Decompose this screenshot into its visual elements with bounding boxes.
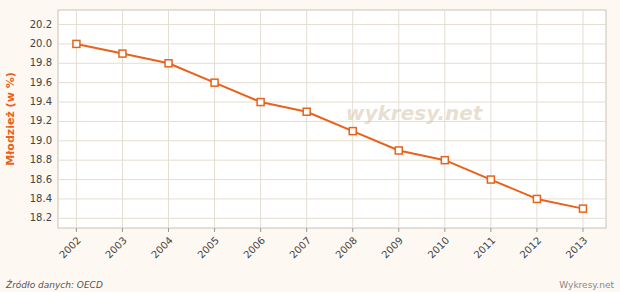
y-tick-label: 18.4 — [30, 193, 52, 204]
x-tick — [398, 228, 399, 232]
y-grid-line — [58, 102, 606, 103]
marker — [73, 40, 80, 47]
x-tick-label: 2011 — [472, 235, 498, 261]
marker — [119, 50, 126, 57]
marker — [165, 60, 172, 67]
y-grid-line — [58, 43, 606, 44]
x-grid-line — [582, 10, 583, 228]
y-grid-line — [58, 140, 606, 141]
x-tick-label: 2007 — [287, 235, 313, 261]
x-tick-label: 2004 — [149, 235, 175, 261]
y-tick-label: 19.6 — [30, 77, 52, 88]
credit-note: Wykresy.net — [559, 280, 614, 290]
y-tick-label: 18.2 — [30, 212, 52, 223]
marker — [349, 128, 356, 135]
y-tick-label: 20.2 — [30, 19, 52, 30]
x-tick-label: 2009 — [380, 235, 406, 261]
y-tick-label: 19.0 — [30, 135, 52, 146]
y-tick-label: 19.2 — [30, 115, 52, 126]
y-grid-line — [58, 82, 606, 83]
marker — [303, 108, 310, 115]
x-tick-label: 2006 — [241, 235, 267, 261]
x-grid-line — [122, 10, 123, 228]
marker — [211, 79, 218, 86]
page: {"chart_data": { "type": "line", "y_labe… — [0, 0, 620, 292]
x-tick — [582, 228, 583, 232]
marker — [533, 195, 540, 202]
marker — [395, 147, 402, 154]
y-grid-line — [58, 160, 606, 161]
chart: 18.2 18.4 18.6 18.8 19.0 19.2 19.4 19.6 19.8 20.0… — [0, 0, 620, 292]
plot-area — [58, 10, 606, 228]
y-tick-label: 19.8 — [30, 57, 52, 68]
y-tick-label: 19.4 — [30, 96, 52, 107]
x-tick — [490, 228, 491, 232]
chart-container: 18.2 18.4 18.6 18.8 19.0 19.2 19.4 19.6 19.8 20.0… — [0, 0, 620, 292]
x-tick — [214, 228, 215, 232]
x-grid-line — [490, 10, 491, 228]
grid — [58, 10, 606, 228]
x-grid-line — [306, 10, 307, 228]
y-axis-label: Młodzież (w %) — [4, 72, 17, 165]
x-tick — [352, 228, 353, 232]
y-grid-line — [58, 198, 606, 199]
x-tick — [306, 228, 307, 232]
x-grid-line — [168, 10, 169, 228]
x-tick — [168, 228, 169, 232]
y-grid-line — [58, 218, 606, 219]
x-grid-line — [260, 10, 261, 228]
x-tick — [444, 228, 445, 232]
y-tick-label: 20.0 — [30, 38, 52, 49]
line — [76, 44, 583, 209]
marker — [441, 157, 448, 164]
x-tick-label: 2005 — [195, 235, 221, 261]
x-grid-line — [214, 10, 215, 228]
marker — [579, 205, 586, 212]
watermark: wykresy.net — [346, 101, 484, 125]
y-grid-line — [58, 24, 606, 25]
x-tick-label: 2012 — [518, 235, 544, 261]
x-tick — [122, 228, 123, 232]
x-tick-label: 2013 — [564, 235, 590, 261]
x-tick-label: 2002 — [57, 235, 83, 261]
x-tick — [536, 228, 537, 232]
x-tick-label: 2008 — [333, 235, 359, 261]
source-note: Źródło danych: OECD — [5, 279, 103, 290]
y-grid-line — [58, 63, 606, 64]
y-grid-line — [58, 179, 606, 180]
x-tick-label: 2010 — [426, 235, 452, 261]
x-tick — [260, 228, 261, 232]
x-tick — [76, 228, 77, 232]
y-tick-label: 18.6 — [30, 174, 52, 185]
series — [73, 40, 587, 212]
y-tick-label: 18.8 — [30, 154, 52, 165]
x-tick-label: 2003 — [103, 235, 129, 261]
marker — [257, 99, 264, 106]
axes: 18.2 18.4 18.6 18.8 19.0 19.2 19.4 19.6 19.8 20.0… — [30, 19, 590, 261]
marker — [487, 176, 494, 183]
